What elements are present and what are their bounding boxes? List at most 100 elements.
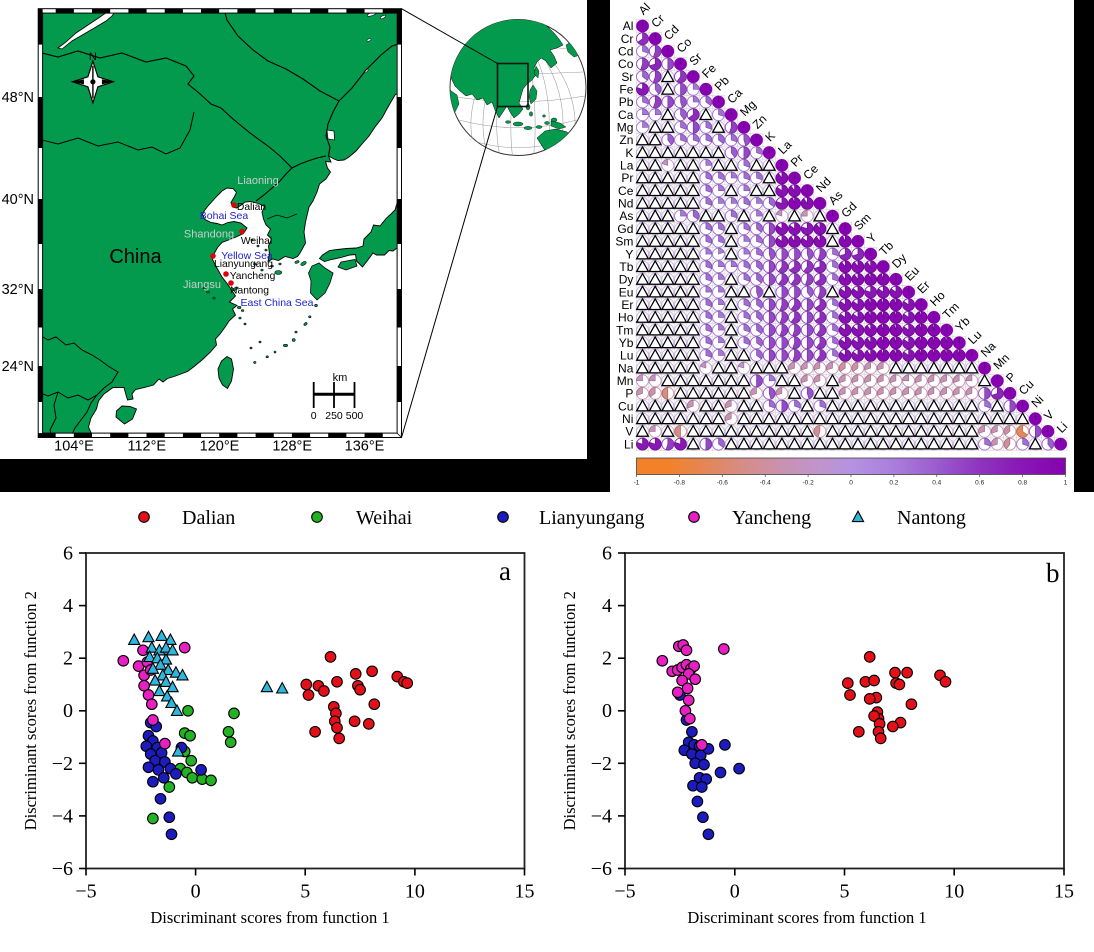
svg-text:40°N: 40°N	[2, 192, 34, 208]
svg-text:4: 4	[63, 595, 73, 617]
svg-text:P: P	[625, 387, 633, 401]
svg-text:−5: −5	[614, 881, 635, 903]
svg-text:Liaoning: Liaoning	[237, 175, 279, 187]
svg-text:Yancheng: Yancheng	[230, 271, 276, 282]
svg-text:Ho: Ho	[618, 311, 634, 325]
svg-text:6: 6	[63, 543, 73, 565]
svg-text:Dy: Dy	[619, 273, 634, 287]
svg-text:Nd: Nd	[618, 197, 633, 211]
svg-text:-0.4: -0.4	[760, 480, 772, 487]
svg-text:km: km	[333, 372, 348, 384]
svg-text:250: 250	[325, 410, 343, 422]
svg-text:Li: Li	[624, 437, 633, 451]
svg-text:104°E: 104°E	[54, 439, 94, 455]
svg-text:6: 6	[602, 543, 612, 565]
svg-text:Yb: Yb	[619, 336, 634, 350]
svg-text:0: 0	[311, 410, 317, 422]
svg-text:15: 15	[1054, 881, 1074, 903]
svg-text:5: 5	[840, 881, 850, 903]
svg-text:Sm: Sm	[615, 235, 633, 249]
svg-text:Nantong: Nantong	[230, 286, 269, 297]
svg-text:Cu: Cu	[618, 399, 633, 413]
svg-text:120°E: 120°E	[200, 439, 240, 455]
svg-text:Gd: Gd	[617, 222, 633, 236]
svg-text:-0.8: -0.8	[674, 480, 686, 487]
svg-text:15: 15	[515, 881, 535, 903]
svg-text:500: 500	[346, 410, 364, 422]
svg-text:Weihai: Weihai	[241, 236, 272, 247]
svg-text:0: 0	[191, 881, 201, 903]
svg-text:N: N	[89, 51, 97, 63]
svg-text:4: 4	[602, 595, 612, 617]
svg-text:Cd: Cd	[618, 45, 633, 59]
svg-text:Jiangsu: Jiangsu	[183, 279, 221, 291]
svg-text:-0.2: -0.2	[802, 480, 814, 487]
svg-text:1: 1	[1064, 480, 1068, 487]
svg-text:Al: Al	[623, 19, 634, 33]
svg-text:Shandong: Shandong	[184, 229, 234, 241]
svg-text:Yancheng: Yancheng	[732, 507, 811, 529]
svg-text:Co: Co	[618, 57, 634, 71]
svg-text:a: a	[499, 556, 511, 586]
svg-text:128°E: 128°E	[272, 439, 312, 455]
svg-text:0.2: 0.2	[889, 480, 898, 487]
svg-text:East China Sea: East China Sea	[241, 297, 314, 309]
svg-text:−4: −4	[591, 805, 612, 827]
svg-text:Nantong: Nantong	[897, 507, 966, 529]
svg-text:As: As	[826, 188, 846, 208]
svg-text:China: China	[109, 246, 162, 268]
svg-text:32°N: 32°N	[2, 282, 34, 298]
svg-text:La: La	[620, 159, 634, 173]
svg-text:Cr: Cr	[621, 32, 634, 46]
svg-text:Discriminant scores from funct: Discriminant scores from function 2	[21, 591, 40, 830]
svg-text:V: V	[625, 425, 633, 439]
svg-text:Discriminant scores from funct: Discriminant scores from function 2	[560, 591, 579, 830]
svg-text:Y: Y	[625, 247, 633, 261]
svg-text:Yellow Sea: Yellow Sea	[221, 250, 273, 262]
svg-text:−6: −6	[52, 858, 73, 880]
svg-text:Na: Na	[618, 361, 634, 375]
svg-text:Lianyungang: Lianyungang	[214, 259, 273, 270]
svg-text:Lu: Lu	[620, 349, 633, 363]
svg-text:−2: −2	[52, 753, 73, 775]
svg-text:Weihai: Weihai	[356, 507, 413, 529]
svg-text:−2: −2	[591, 753, 612, 775]
svg-text:0: 0	[602, 700, 612, 722]
svg-text:Ce: Ce	[618, 184, 634, 198]
svg-text:112°E: 112°E	[128, 439, 167, 455]
svg-text:Mg: Mg	[617, 121, 634, 135]
svg-text:Discriminant scores from funct: Discriminant scores from function 1	[687, 908, 926, 927]
svg-text:As: As	[619, 209, 633, 223]
svg-text:Dalian: Dalian	[237, 202, 266, 213]
svg-text:−5: −5	[75, 881, 96, 903]
svg-text:Ni: Ni	[622, 412, 633, 426]
svg-text:Zn: Zn	[619, 133, 633, 147]
svg-text:Er: Er	[621, 298, 633, 312]
svg-text:−4: −4	[52, 805, 73, 827]
svg-text:0.6: 0.6	[975, 480, 984, 487]
svg-text:Discriminant scores from funct: Discriminant scores from function 1	[150, 908, 389, 927]
svg-text:2: 2	[63, 648, 73, 670]
svg-text:Tm: Tm	[616, 323, 633, 337]
svg-text:Ca: Ca	[618, 108, 634, 122]
svg-text:Pr: Pr	[621, 171, 633, 185]
svg-text:Bohai Sea: Bohai Sea	[200, 210, 249, 222]
svg-text:Eu: Eu	[619, 285, 634, 299]
svg-text:b: b	[1046, 558, 1060, 588]
svg-text:-0.6: -0.6	[717, 480, 729, 487]
svg-text:Pb: Pb	[619, 95, 634, 109]
svg-text:136°E: 136°E	[345, 439, 385, 455]
svg-text:0: 0	[63, 700, 73, 722]
svg-text:Mn: Mn	[617, 374, 634, 388]
svg-text:K: K	[625, 146, 633, 160]
svg-text:Sr: Sr	[621, 70, 633, 84]
svg-text:10: 10	[944, 881, 964, 903]
svg-text:10: 10	[405, 881, 425, 903]
svg-text:48°N: 48°N	[2, 90, 34, 106]
svg-text:0: 0	[849, 480, 853, 487]
svg-text:-1: -1	[634, 480, 640, 487]
svg-text:2: 2	[602, 648, 612, 670]
svg-text:0: 0	[730, 881, 740, 903]
svg-text:0.4: 0.4	[932, 480, 941, 487]
svg-text:Fe: Fe	[619, 83, 633, 97]
